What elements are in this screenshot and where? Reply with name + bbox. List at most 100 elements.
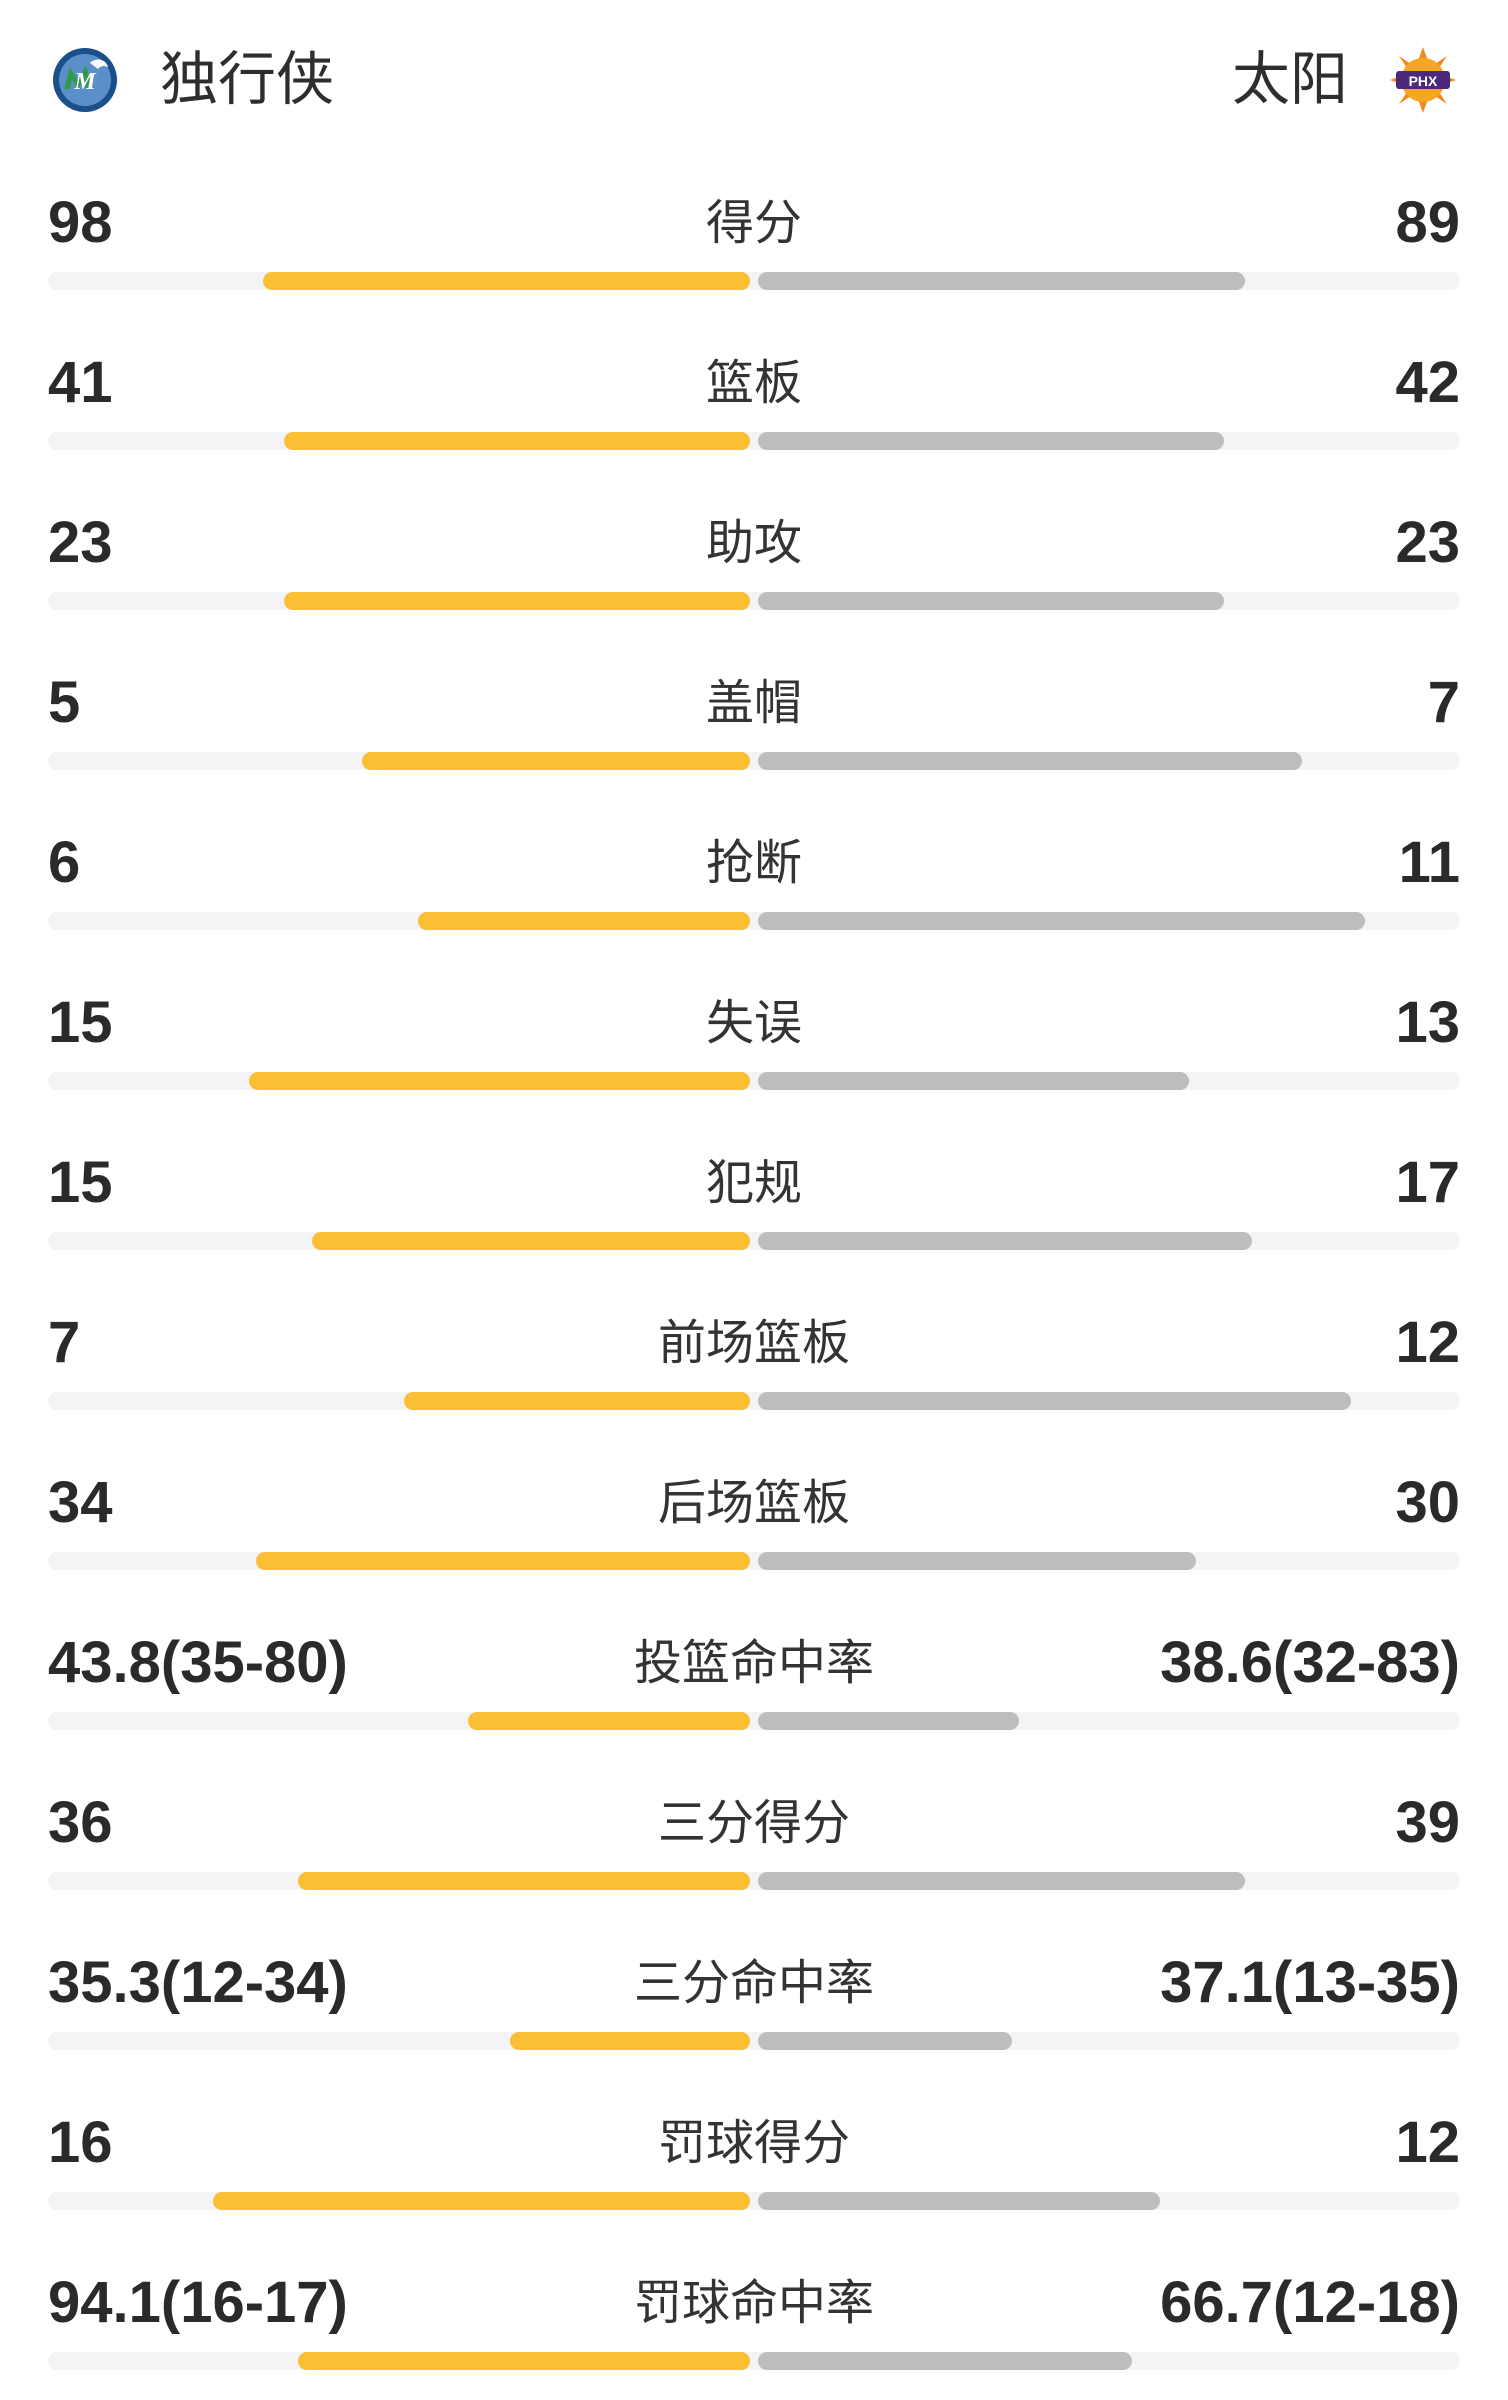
- right-team-bar: [758, 272, 1245, 290]
- right-team-bar: [758, 2192, 1160, 2210]
- right-team-value: 11: [1398, 830, 1460, 895]
- stat-label: 犯规: [705, 1157, 802, 1210]
- stat-bar-track: [48, 592, 1460, 610]
- stat-label: 罚球命中率: [633, 2277, 874, 2330]
- right-team-value: 30: [1395, 1470, 1460, 1535]
- left-team-bar: [263, 272, 750, 290]
- left-team-bar: [284, 592, 750, 610]
- right-team-bar: [758, 2032, 1012, 2050]
- svg-text:PHX: PHX: [1409, 73, 1438, 89]
- stat-bar-track: [48, 1712, 1460, 1730]
- right-team-value: 66.7(12-18): [1160, 2270, 1460, 2335]
- right-team-value: 37.1(13-35): [1160, 1950, 1460, 2015]
- left-team-bar: [468, 1712, 750, 1730]
- right-team-value: 23: [1395, 510, 1460, 575]
- stat-bar-track: [48, 2352, 1460, 2370]
- stat-row: 36 三分得分 39: [0, 1760, 1508, 1920]
- right-team[interactable]: 太阳 PHX: [1232, 40, 1458, 120]
- mavericks-logo-icon: M: [53, 48, 117, 112]
- svg-text:M: M: [73, 69, 97, 95]
- stat-bar-track: [48, 432, 1460, 450]
- left-team-value: 6: [48, 830, 81, 895]
- right-team-bar: [758, 432, 1224, 450]
- right-team-value: 39: [1395, 1790, 1460, 1855]
- stat-row: 16 罚球得分 12: [0, 2080, 1508, 2240]
- right-team-name: 太阳: [1231, 47, 1348, 112]
- stat-row: 23 助攻 23: [0, 480, 1508, 640]
- stat-row: 15 失误 13: [0, 960, 1508, 1120]
- right-team-bar: [758, 1712, 1019, 1730]
- stat-bar-track: [48, 272, 1460, 290]
- left-team-bar: [249, 1072, 750, 1090]
- right-team-value: 42: [1395, 350, 1460, 415]
- left-team-value: 5: [48, 670, 81, 735]
- left-team-bar: [256, 1552, 750, 1570]
- right-team-value: 89: [1395, 190, 1460, 255]
- right-team-bar: [758, 592, 1224, 610]
- right-team-bar: [758, 1872, 1245, 1890]
- left-team-bar: [213, 2192, 750, 2210]
- stat-row: 94.1(16-17) 罚球命中率 66.7(12-18): [0, 2240, 1508, 2400]
- stat-label: 盖帽: [705, 677, 802, 730]
- stat-label: 三分得分: [657, 1797, 850, 1850]
- left-team-value: 35.3(12-34): [48, 1950, 348, 2015]
- stat-row: 35.3(12-34) 三分命中率 37.1(13-35): [0, 1920, 1508, 2080]
- left-team-value: 7: [48, 1310, 81, 1375]
- left-team-name: 独行侠: [160, 47, 335, 112]
- left-team-value: 15: [48, 1150, 113, 1215]
- stat-row: 7 前场篮板 12: [0, 1280, 1508, 1440]
- left-team-value: 36: [48, 1790, 113, 1855]
- stat-label: 助攻: [705, 517, 802, 570]
- stat-bar-track: [48, 1872, 1460, 1890]
- left-team-bar: [404, 1392, 750, 1410]
- right-team-bar: [758, 752, 1302, 770]
- right-team-bar: [758, 1072, 1189, 1090]
- right-team-bar: [758, 1552, 1196, 1570]
- right-team-bar: [758, 912, 1365, 930]
- stat-label: 得分: [705, 197, 802, 250]
- left-team[interactable]: M 独行侠: [50, 40, 334, 120]
- right-team-value: 12: [1395, 2110, 1460, 2175]
- stat-label: 后场篮板: [657, 1477, 850, 1530]
- stats-list: 98 得分 89 41 篮板 42 23 助攻 23 5 盖帽 7 6 抢断 11 15 失误 13 15 犯规 17 7…: [0, 160, 1508, 2400]
- left-team-value: 16: [48, 2110, 113, 2175]
- stat-label: 罚球得分: [657, 2117, 850, 2170]
- left-team-bar: [510, 2032, 750, 2050]
- stat-label: 抢断: [705, 837, 802, 890]
- right-team-value: 13: [1395, 990, 1460, 1055]
- stat-row: 98 得分 89: [0, 160, 1508, 320]
- stat-row: 43.8(35-80) 投篮命中率 38.6(32-83): [0, 1600, 1508, 1760]
- suns-logo-icon: PHX: [1390, 47, 1456, 113]
- left-team-bar: [312, 1232, 750, 1250]
- stat-row: 15 犯规 17: [0, 1120, 1508, 1280]
- right-team-value: 12: [1395, 1310, 1460, 1375]
- left-team-value: 41: [48, 350, 113, 415]
- right-team-value: 7: [1427, 670, 1460, 735]
- left-team-bar: [362, 752, 750, 770]
- left-team-value: 23: [48, 510, 113, 575]
- left-team-bar: [418, 912, 750, 930]
- stat-label: 投篮命中率: [633, 1637, 874, 1690]
- left-team-value: 34: [48, 1470, 113, 1535]
- stat-row: 5 盖帽 7: [0, 640, 1508, 800]
- stat-label: 三分命中率: [633, 1957, 874, 2010]
- left-team-value: 43.8(35-80): [48, 1630, 348, 1695]
- stat-bar-track: [48, 2032, 1460, 2050]
- left-team-value: 98: [48, 190, 113, 255]
- stat-label: 前场篮板: [657, 1317, 850, 1370]
- team-header: M 独行侠 太阳 PHX: [0, 0, 1508, 160]
- stat-row: 6 抢断 11: [0, 800, 1508, 960]
- right-team-value: 38.6(32-83): [1160, 1630, 1460, 1695]
- left-team-value: 15: [48, 990, 113, 1055]
- left-team-bar: [298, 2352, 750, 2370]
- right-team-bar: [758, 1392, 1351, 1410]
- stat-label: 失误: [705, 997, 802, 1050]
- left-team-bar: [284, 432, 750, 450]
- stat-row: 41 篮板 42: [0, 320, 1508, 480]
- left-team-bar: [298, 1872, 750, 1890]
- right-team-bar: [758, 1232, 1252, 1250]
- stat-label: 篮板: [705, 357, 802, 410]
- right-team-value: 17: [1395, 1150, 1460, 1215]
- stat-row: 34 后场篮板 30: [0, 1440, 1508, 1600]
- right-team-bar: [758, 2352, 1132, 2370]
